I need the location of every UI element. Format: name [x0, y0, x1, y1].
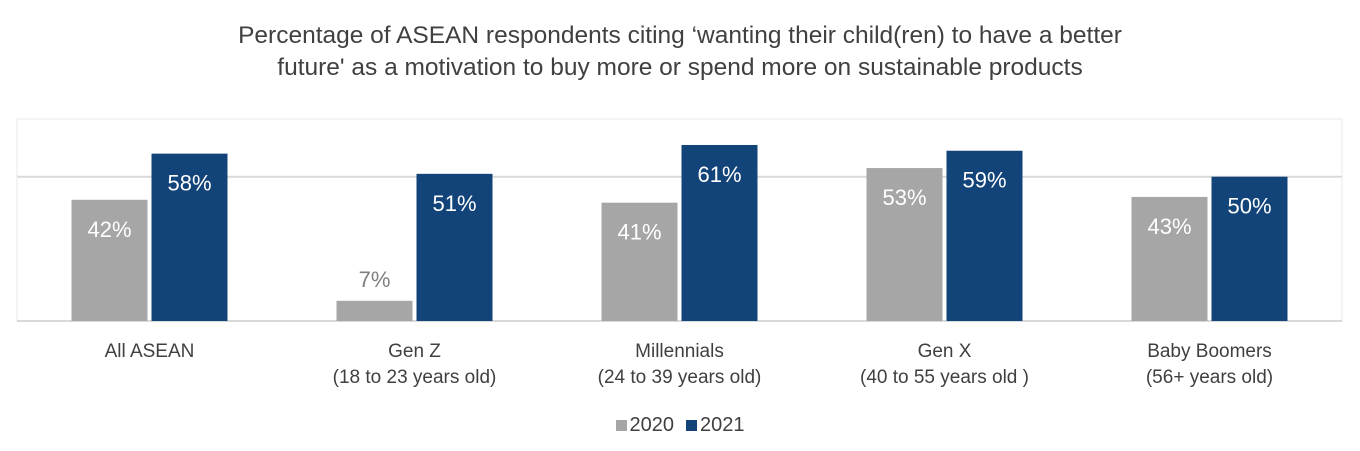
bar-2021-1 [416, 173, 493, 321]
category-label-3: Gen X [918, 341, 972, 362]
bar-label-2021-3: 59% [962, 168, 1006, 193]
chart-title-line-1: Percentage of ASEAN respondents citing ‘… [238, 22, 1122, 49]
bar-label-2020-4: 43% [1147, 214, 1191, 239]
bar-2021-0 [151, 153, 228, 321]
bar-2020-3 [866, 168, 943, 321]
bar-label-2021-4: 50% [1227, 194, 1271, 219]
category-label-3-sub: (40 to 55 years old ) [860, 367, 1029, 388]
bar-2020-1 [336, 300, 413, 321]
legend-swatch-2020 [615, 420, 627, 431]
chart-title: Percentage of ASEAN respondents citing ‘… [0, 20, 1360, 84]
category-label-2-sub: (24 to 39 years old) [598, 367, 762, 388]
category-label-4: Baby Boomers [1147, 341, 1272, 362]
bar-2020-2 [601, 202, 678, 321]
bar-2021-4 [1211, 176, 1288, 321]
bar-label-2021-0: 58% [167, 171, 211, 196]
bar-2020-4 [1131, 196, 1208, 321]
legend-item-2021: 2021 [686, 414, 745, 437]
legend-label-2021: 2021 [700, 414, 745, 436]
legend-item-2020: 2020 [615, 414, 675, 437]
bar-2020-0 [71, 199, 148, 321]
legend-label-2020: 2020 [629, 414, 675, 436]
category-label-4-sub: (56+ years old) [1146, 367, 1273, 388]
bar-2021-3 [946, 150, 1023, 321]
legend: 2020 2021 [0, 414, 1360, 437]
bar-label-2020-2: 41% [617, 220, 661, 245]
bar-label-2020-1: 7% [359, 267, 391, 292]
category-label-1-sub: (18 to 23 years old) [333, 367, 497, 388]
chart-title-line-2: future' as a motivation to buy more or s… [277, 54, 1083, 81]
category-label-2: Millennials [635, 341, 724, 362]
bar-2021-2 [681, 144, 758, 321]
bar-label-2020-3: 53% [882, 185, 926, 210]
category-label-1: Gen Z [388, 341, 441, 362]
bar-label-2020-0: 42% [87, 217, 131, 242]
bar-label-2021-2: 61% [697, 162, 741, 187]
category-label-0: All ASEAN [105, 341, 195, 362]
legend-swatch-2021 [686, 420, 697, 431]
bar-label-2021-1: 51% [432, 191, 476, 216]
